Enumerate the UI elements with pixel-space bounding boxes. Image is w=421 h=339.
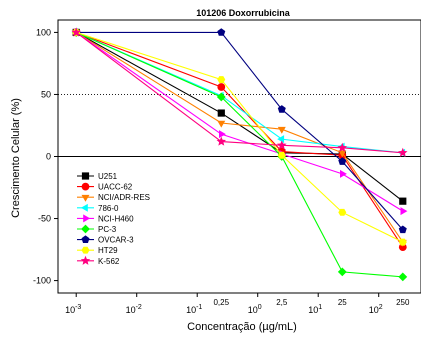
dose-tick-label: 250 (396, 298, 410, 307)
data-point-nci-adr-res (338, 150, 347, 158)
legend-label-k-562: K-562 (98, 257, 120, 266)
data-point-nci-adr-res (217, 120, 226, 128)
legend-marker-ht29 (81, 246, 90, 254)
legend-label-u251: U251 (98, 172, 118, 181)
legend-label-uacc-62: UACC-62 (98, 183, 133, 192)
data-point-nci-adr-res (277, 126, 286, 134)
data-point-k-562 (337, 142, 348, 152)
x-tick-label: 10-2 (126, 304, 142, 315)
data-point-nci-h460 (400, 207, 408, 216)
y-tick-label: 50 (41, 89, 51, 99)
data-point-ht29 (217, 76, 226, 84)
chart-title: 101206 Doxorrubicina (196, 8, 291, 18)
legend-label-nci-h460: NCI-H460 (98, 214, 134, 223)
legend-label-pc-3: PC-3 (98, 225, 117, 234)
x-tick-label: 10-1 (186, 304, 202, 315)
data-point-k-562 (71, 27, 81, 37)
data-point-pc-3 (398, 272, 408, 282)
legend-marker-k-562 (80, 255, 91, 265)
data-point-786-0 (277, 135, 285, 144)
legend-marker-786-0 (80, 203, 88, 212)
data-point-ht29 (277, 151, 286, 159)
dose-tick-label: 25 (338, 298, 347, 307)
series-line-ht29 (76, 31, 404, 243)
data-point-ovcar-3 (398, 225, 407, 234)
data-point-k-562 (277, 140, 287, 150)
y-axis-title: Crescimento Celular (%) (10, 98, 22, 218)
legend-marker-nci-adr-res (81, 194, 90, 202)
legend-label-786-0: 786-0 (98, 204, 119, 213)
data-point-ht29 (338, 208, 347, 216)
legend-marker-ovcar-3 (81, 235, 90, 243)
dose-tick-label: 0,25 (213, 298, 229, 307)
legend-marker-pc-3 (81, 224, 90, 234)
legend-label-ht29: HT29 (98, 246, 118, 255)
data-point-nci-h460 (339, 169, 347, 178)
series-line-u251 (75, 31, 404, 202)
y-tick-label: -100 (33, 276, 51, 286)
data-point-uacc-62 (217, 83, 226, 91)
x-tick-label: 10-3 (65, 304, 81, 315)
x-tick-label: 100 (248, 304, 262, 315)
dose-tick-label: 2,5 (276, 298, 288, 307)
data-point-u251 (399, 197, 407, 205)
data-point-ovcar-3 (277, 105, 286, 113)
data-point-ovcar-3 (217, 28, 226, 36)
data-point-pc-3 (337, 267, 347, 277)
legend-marker-u251 (81, 172, 90, 180)
data-point-pc-3 (216, 92, 226, 102)
data-point-u251 (217, 109, 225, 117)
legend-marker-nci-h460 (83, 214, 91, 223)
y-tick-label: 100 (36, 27, 51, 37)
x-tick-label: 101 (308, 304, 322, 315)
legend-label-ovcar-3: OVCAR-3 (98, 236, 134, 245)
x-axis-title: Concentração (µg/mL) (187, 321, 297, 333)
legend-marker-uacc-62 (81, 182, 90, 191)
data-point-ht29 (398, 238, 407, 246)
data-point-k-562 (216, 136, 227, 146)
y-tick-label: 0 (46, 152, 51, 162)
data-point-k-562 (398, 147, 408, 157)
legend-label-nci-adr-res: NCI/ADR-RES (98, 193, 150, 202)
data-point-ovcar-3 (338, 157, 347, 165)
x-tick-label: 102 (369, 304, 383, 315)
y-tick-label: -50 (38, 214, 51, 224)
data-point-nci-h460 (218, 130, 226, 139)
series-line-nci-adr-res (75, 31, 404, 243)
plot-area: 100 50 0 -50 -100 10-3 10-2 10-1 100 101 102 0,25 2,… (33, 19, 421, 315)
